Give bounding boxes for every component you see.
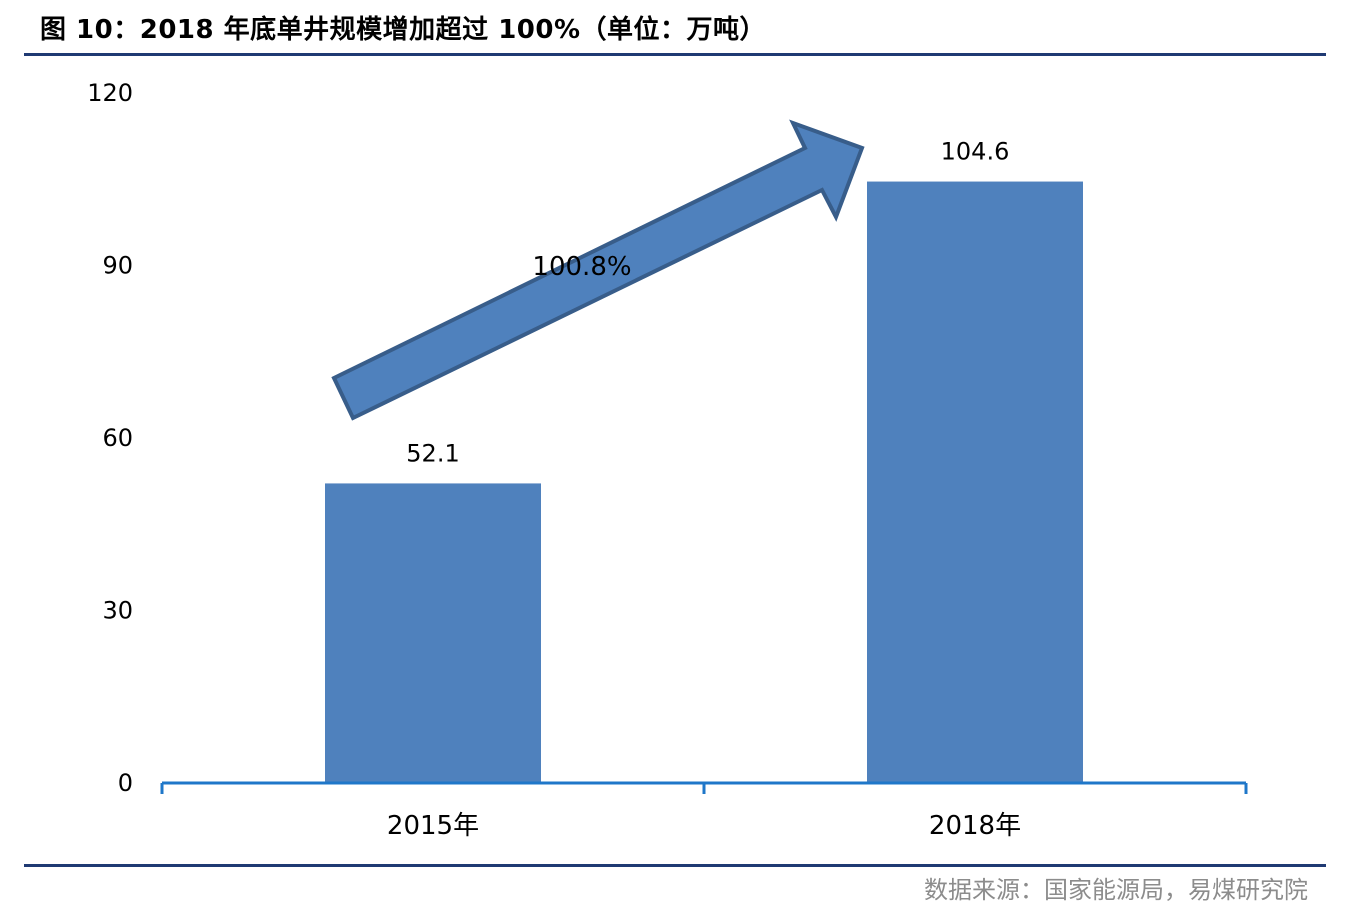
x-tick-label: 2015年 <box>387 811 479 841</box>
figure-title: 图 10：2018 年底单井规模增加超过 100%（单位：万吨） <box>40 15 767 45</box>
bar-value-label: 52.1 <box>406 439 459 467</box>
y-tick-label: 30 <box>102 597 133 625</box>
bar <box>867 181 1083 784</box>
y-tick-label: 90 <box>102 252 133 280</box>
y-tick-label: 60 <box>102 424 133 452</box>
y-tick-label: 0 <box>118 769 133 797</box>
top-rule <box>24 53 1326 56</box>
data-source: 数据来源：国家能源局，易煤研究院 <box>924 876 1308 904</box>
growth-arrow <box>331 119 865 421</box>
x-tick-label: 2018年 <box>929 811 1021 841</box>
y-tick-label: 120 <box>87 79 133 107</box>
x-axis <box>160 781 1248 794</box>
y-axis-ticks: 0 30 60 90 120 <box>87 79 133 797</box>
bottom-rule <box>24 864 1326 867</box>
bar-value-label: 104.6 <box>941 138 1010 166</box>
value-labels: 52.1 104.6 <box>406 138 1009 468</box>
bars <box>325 181 1083 784</box>
growth-percent-label: 100.8% <box>532 252 631 282</box>
bar <box>325 483 541 783</box>
growth-annotation: 100.8% <box>331 119 865 421</box>
x-axis-labels: 2015年 2018年 <box>387 811 1021 841</box>
